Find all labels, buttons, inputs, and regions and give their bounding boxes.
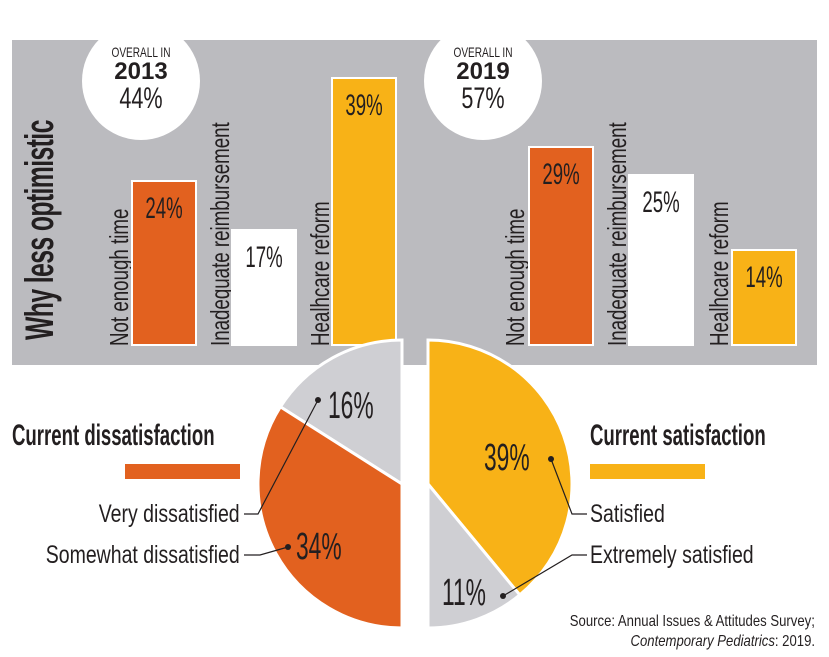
bar-2019-not-enough-time: 29% bbox=[528, 145, 594, 346]
slice-value-39: 39% bbox=[484, 437, 530, 479]
bar-value-label: 14% bbox=[745, 261, 783, 295]
source-line-2: Contemporary Pediatrics: 2019. bbox=[630, 633, 815, 650]
satisfaction-title: Current satisfaction bbox=[590, 419, 766, 452]
leader-dot-extremely-satisfied bbox=[500, 593, 506, 599]
overall-2019-year: 2019 bbox=[456, 58, 510, 85]
bar-2013-healthcare-reform: 39% bbox=[331, 76, 397, 346]
bar-2019-healthcare-reform: 14% bbox=[731, 249, 797, 346]
leader-dot-satisfied bbox=[548, 456, 554, 462]
leader-dot-somewhat-dissatisfied bbox=[285, 544, 291, 550]
overall-2013-year: 2013 bbox=[114, 58, 168, 85]
slice-label-satisfied: Satisfied bbox=[590, 500, 665, 528]
overall-2019-bubble: OVERALL IN 2019 57% bbox=[424, 22, 542, 140]
slice-value-34: 34% bbox=[296, 526, 342, 568]
overall-2019-value: 57% bbox=[461, 82, 505, 115]
slice-value-11: 11% bbox=[442, 572, 486, 614]
dissatisfaction-legend-swatch bbox=[125, 464, 240, 479]
slice-label-very-dissatisfied: Very dissatisfied bbox=[99, 500, 240, 528]
overall-2019-label: OVERALL IN bbox=[453, 44, 513, 60]
source-note: Source: Annual Issues & Attitudes Survey… bbox=[516, 612, 815, 652]
source-line-1: Source: Annual Issues & Attitudes Survey… bbox=[569, 613, 815, 630]
leader-line-very-dissatisfied bbox=[244, 399, 319, 515]
overall-2013-value: 44% bbox=[119, 82, 163, 115]
bar-2013-inadequate-reimbursement: 17% bbox=[231, 228, 297, 346]
leader-line-satisfied bbox=[550, 458, 587, 515]
bar-value-label: 24% bbox=[145, 192, 183, 226]
pie-slice-satisfied bbox=[426, 338, 574, 598]
slice-label-somewhat-dissatisfied: Somewhat dissatisfied bbox=[45, 541, 240, 569]
bar-2019-inadequate-reimbursement: 25% bbox=[628, 173, 694, 346]
bar-value-label: 25% bbox=[642, 185, 680, 219]
satisfaction-legend-swatch bbox=[590, 464, 705, 479]
leader-line-somewhat-dissatisfied bbox=[244, 546, 289, 556]
slice-value-16: 16% bbox=[328, 385, 374, 427]
bar-value-label: 39% bbox=[345, 88, 383, 122]
bar-value-label: 17% bbox=[245, 240, 283, 274]
overall-2013-label: OVERALL IN bbox=[111, 44, 171, 60]
pie-slice-very-dissatisfied bbox=[278, 338, 404, 487]
bar-value-label: 29% bbox=[542, 157, 580, 191]
bar-2013-not-enough-time: 24% bbox=[131, 180, 197, 346]
overall-2013-bubble: OVERALL IN 2013 44% bbox=[82, 22, 200, 140]
leader-dot-very-dissatisfied bbox=[315, 397, 321, 403]
dissatisfaction-title: Current dissatisfaction bbox=[12, 419, 215, 452]
leader-line-extremely-satisfied bbox=[502, 554, 587, 597]
pie-slice-extremely-satisfied bbox=[426, 479, 522, 630]
pie-slice-somewhat-dissatisfied bbox=[256, 404, 404, 630]
slice-label-extremely-satisfied: Extremely satisfied bbox=[590, 541, 754, 569]
